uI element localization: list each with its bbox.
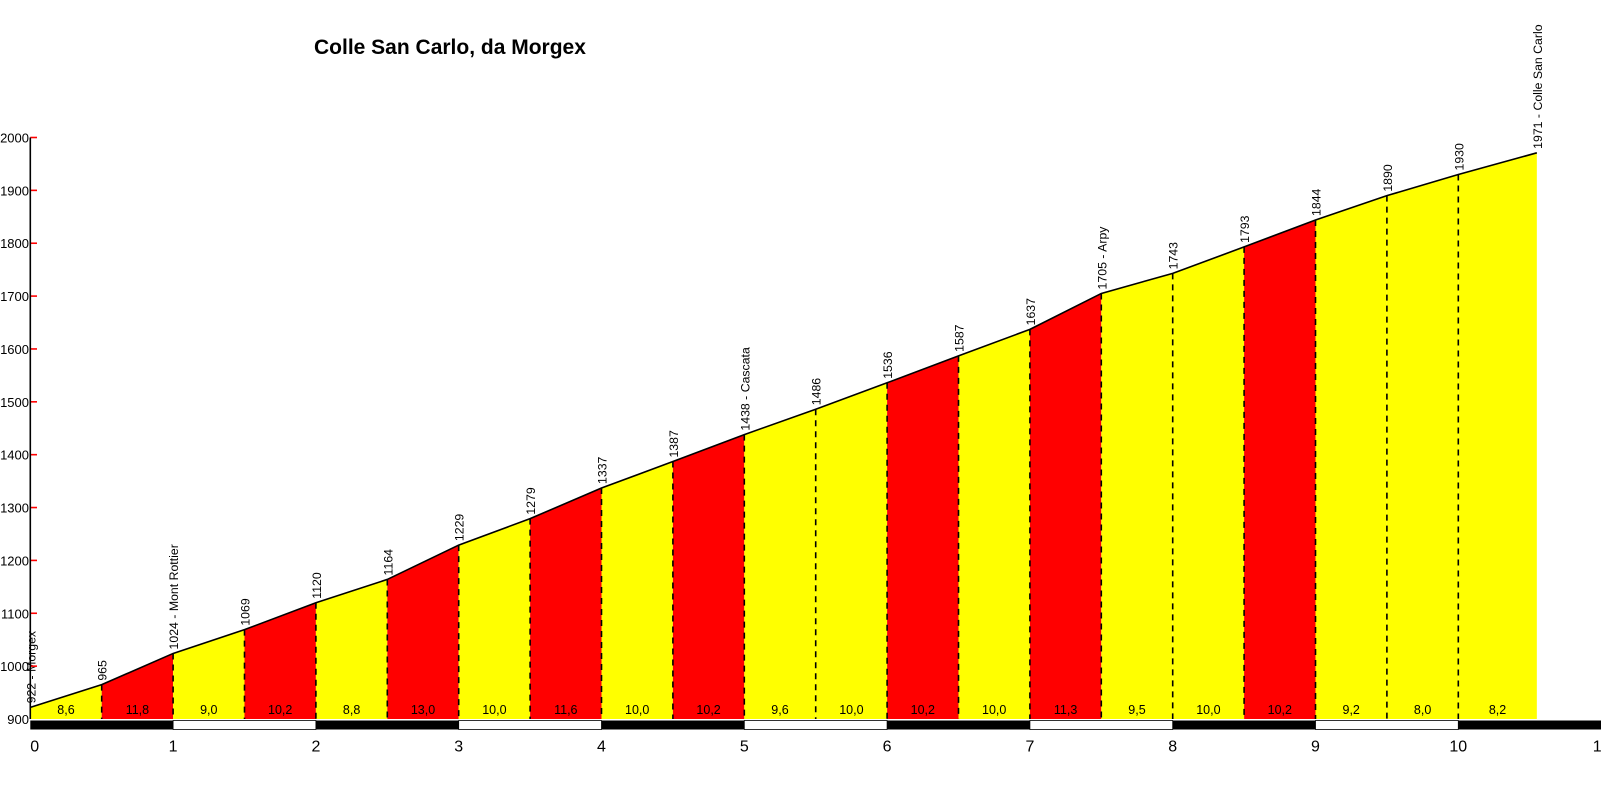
svg-text:1900: 1900 (0, 183, 29, 198)
svg-text:1793: 1793 (1238, 215, 1252, 243)
svg-text:1024 - Mont Rottier: 1024 - Mont Rottier (167, 544, 181, 649)
svg-text:1705 - Arpy: 1705 - Arpy (1095, 226, 1109, 290)
svg-text:2000: 2000 (0, 131, 29, 146)
svg-text:9,2: 9,2 (1343, 703, 1360, 717)
svg-text:900: 900 (7, 712, 29, 727)
svg-text:11,3: 11,3 (1054, 703, 1077, 717)
svg-text:8: 8 (1168, 739, 1177, 756)
svg-text:10,2: 10,2 (911, 703, 935, 717)
svg-text:1100: 1100 (1, 606, 29, 621)
svg-text:10,2: 10,2 (696, 703, 720, 717)
svg-text:8,2: 8,2 (1489, 703, 1506, 717)
svg-text:10,0: 10,0 (482, 703, 506, 717)
svg-text:1971 - Colle San Carlo: 1971 - Colle San Carlo (1531, 24, 1545, 149)
svg-text:1229: 1229 (453, 514, 467, 542)
svg-text:1844: 1844 (1310, 188, 1324, 216)
svg-text:1637: 1637 (1024, 298, 1038, 326)
svg-text:1300: 1300 (0, 501, 29, 516)
svg-text:0: 0 (30, 739, 39, 756)
svg-text:10,0: 10,0 (839, 703, 863, 717)
svg-text:13,0: 13,0 (411, 703, 435, 717)
svg-text:1000: 1000 (0, 659, 29, 674)
svg-text:11,8: 11,8 (126, 703, 149, 717)
svg-text:6: 6 (883, 739, 892, 756)
svg-text:1164: 1164 (381, 549, 395, 576)
svg-text:965: 965 (96, 660, 110, 681)
svg-text:1890: 1890 (1381, 164, 1395, 192)
svg-text:8,8: 8,8 (343, 703, 360, 717)
svg-text:11,6: 11,6 (554, 703, 577, 717)
svg-text:1387: 1387 (667, 430, 681, 458)
svg-text:1438 - Cascata: 1438 - Cascata (738, 347, 752, 431)
svg-text:1536: 1536 (881, 351, 895, 379)
svg-text:7: 7 (1025, 739, 1034, 756)
svg-text:1500: 1500 (0, 395, 29, 410)
svg-text:1743: 1743 (1167, 242, 1181, 270)
svg-text:9,5: 9,5 (1128, 703, 1145, 717)
svg-text:1400: 1400 (0, 448, 29, 463)
svg-text:1930: 1930 (1452, 143, 1466, 171)
svg-text:1587: 1587 (953, 324, 967, 352)
svg-text:1486: 1486 (810, 378, 824, 406)
svg-text:10,0: 10,0 (982, 703, 1006, 717)
svg-text:9,0: 9,0 (200, 703, 217, 717)
svg-text:2: 2 (311, 739, 320, 756)
svg-text:9,6: 9,6 (771, 703, 788, 717)
svg-text:8,0: 8,0 (1414, 703, 1431, 717)
svg-text:1200: 1200 (0, 553, 29, 568)
svg-text:1800: 1800 (0, 236, 29, 251)
svg-text:8,6: 8,6 (57, 703, 74, 717)
svg-text:10,0: 10,0 (1196, 703, 1220, 717)
svg-text:10,2: 10,2 (268, 703, 292, 717)
svg-text:5: 5 (740, 739, 749, 756)
svg-text:10,2: 10,2 (1268, 703, 1292, 717)
svg-text:1069: 1069 (239, 598, 253, 626)
svg-text:4: 4 (597, 739, 606, 756)
svg-text:1: 1 (169, 739, 178, 756)
svg-text:1700: 1700 (0, 289, 29, 304)
svg-text:11: 11 (1593, 739, 1601, 756)
svg-text:10,0: 10,0 (625, 703, 649, 717)
svg-text:1337: 1337 (596, 456, 610, 484)
svg-text:10: 10 (1449, 739, 1467, 756)
svg-text:1120: 1120 (310, 572, 324, 599)
svg-text:1600: 1600 (0, 342, 29, 357)
svg-text:3: 3 (454, 739, 463, 756)
svg-text:9: 9 (1311, 739, 1320, 756)
svg-text:1279: 1279 (524, 487, 538, 515)
